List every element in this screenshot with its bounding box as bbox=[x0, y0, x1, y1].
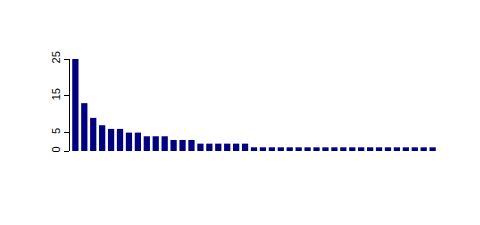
svg-text:0: 0 bbox=[50, 146, 62, 152]
svg-text:5: 5 bbox=[50, 128, 62, 134]
svg-text:25: 25 bbox=[50, 51, 62, 63]
svg-text:15: 15 bbox=[50, 88, 62, 100]
